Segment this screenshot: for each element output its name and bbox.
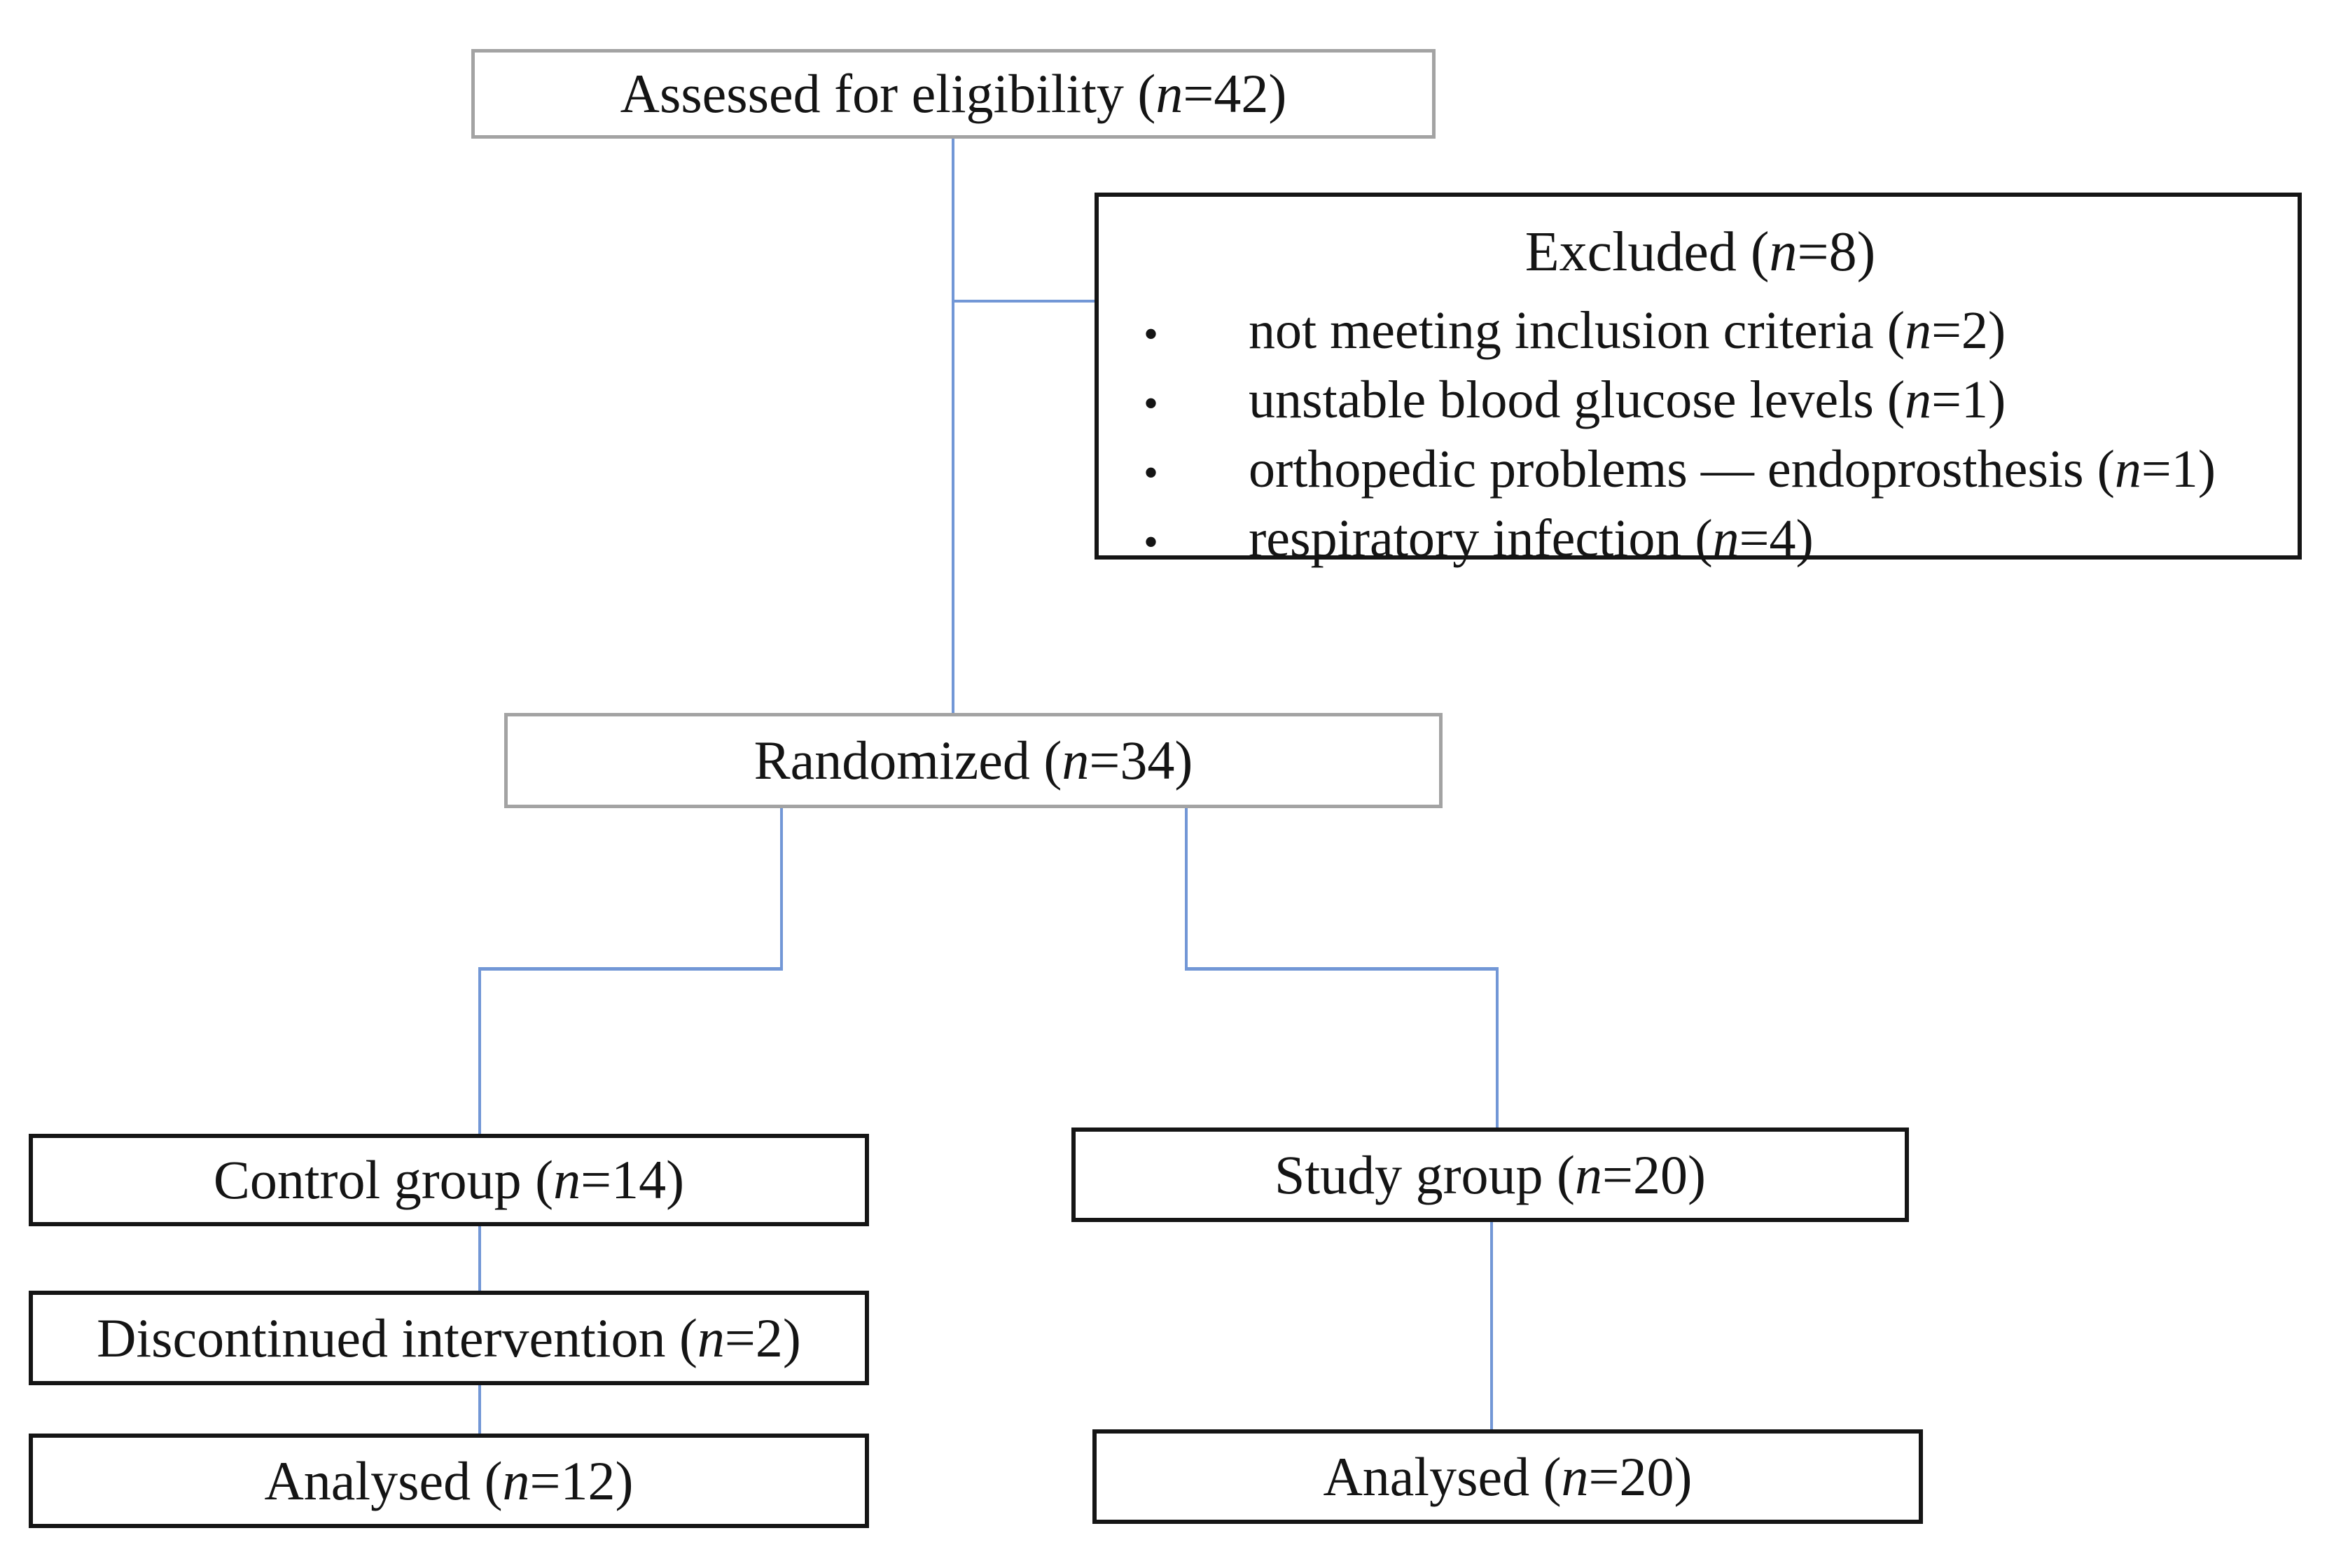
- excluded-item-label: not meeting inclusion criteria (n=2): [1249, 301, 2006, 360]
- excluded-title: Excluded (n=8): [1524, 221, 1876, 283]
- excluded-item: • orthopedic problems — endoprosthesis (…: [1124, 436, 2277, 506]
- excluded-item-label: unstable blood glucose levels (n=1): [1249, 370, 2006, 429]
- connector-randomized-to-study-final: [1496, 969, 1499, 1128]
- node-label: Study group (n=20): [1274, 1144, 1706, 1205]
- node-discontinued-intervention: Discontinued intervention (n=2): [29, 1291, 869, 1385]
- connector-randomized-to-control-elbow: [478, 967, 783, 971]
- bullet-icon: •: [1144, 519, 1159, 565]
- node-analysed-study: Analysed (n=20): [1092, 1429, 1923, 1524]
- connector-randomized-to-study-drop: [1185, 808, 1188, 969]
- node-label: Assessed for eligibility (n=42): [620, 63, 1287, 125]
- excluded-item: • unstable blood glucose levels (n=1): [1124, 367, 2277, 436]
- bullet-icon: •: [1144, 311, 1159, 357]
- node-label: Discontinued intervention (n=2): [97, 1307, 801, 1368]
- connector-branch-to-excluded: [954, 300, 1095, 303]
- connector-study-to-analysed: [1490, 1222, 1493, 1429]
- bullet-icon: •: [1144, 380, 1159, 426]
- node-analysed-control: Analysed (n=12): [29, 1434, 869, 1528]
- connector-randomized-to-control-drop: [780, 808, 783, 969]
- node-label: Analysed (n=20): [1323, 1445, 1693, 1507]
- node-excluded: Excluded (n=8) • not meeting inclusion c…: [1095, 193, 2302, 568]
- connector-randomized-to-study-elbow: [1185, 967, 1499, 971]
- connector-control-to-discontinued: [478, 1226, 481, 1291]
- connector-randomized-to-control-final: [478, 969, 481, 1134]
- connector-discontinued-to-analysed: [478, 1385, 481, 1434]
- node-label: Randomized (n=34): [753, 730, 1193, 791]
- node-randomized: Randomized (n=34): [504, 713, 1443, 808]
- node-study-group: Study group (n=20): [1071, 1128, 1909, 1222]
- bullet-icon: •: [1144, 450, 1159, 496]
- excluded-item: • not meeting inclusion criteria (n=2): [1124, 298, 2277, 367]
- excluded-item-label: orthopedic problems — endoprosthesis (n=…: [1249, 440, 2216, 499]
- connector-assessed-to-randomized: [952, 139, 954, 713]
- node-label: Control group (n=14): [213, 1149, 685, 1211]
- node-assessed-for-eligibility: Assessed for eligibility (n=42): [471, 49, 1436, 139]
- excluded-item-label: respiratory infection (n=4): [1249, 509, 1814, 568]
- node-control-group: Control group (n=14): [29, 1134, 869, 1226]
- excluded-item: • respiratory infection (n=4): [1124, 506, 2277, 575]
- node-label: Analysed (n=12): [264, 1450, 634, 1511]
